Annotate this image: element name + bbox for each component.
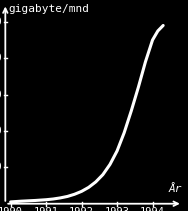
Text: 1992: 1992 <box>69 207 94 211</box>
Text: gigabyte/mnd: gigabyte/mnd <box>8 4 89 14</box>
Text: 100: 100 <box>0 162 2 172</box>
Text: År: År <box>168 184 182 193</box>
Text: 1991: 1991 <box>34 207 59 211</box>
Text: 400: 400 <box>0 53 2 63</box>
Text: 300: 300 <box>0 90 2 100</box>
Text: 1993: 1993 <box>105 207 130 211</box>
Text: 200: 200 <box>0 126 2 136</box>
Text: 1994: 1994 <box>140 207 165 211</box>
Text: 1990: 1990 <box>0 207 23 211</box>
Text: 500: 500 <box>0 17 2 27</box>
